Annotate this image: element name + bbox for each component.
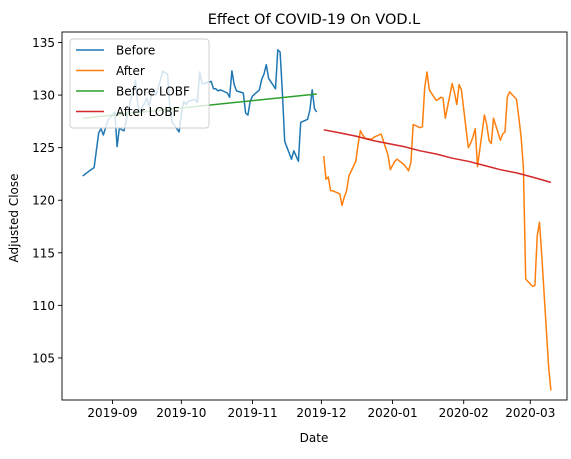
- x-tick-label-5: 2020-02: [439, 406, 489, 420]
- axis-ticks: 2019-09 2019-10 2019-11 2019-12 2020-01 2020-…: [32, 36, 555, 420]
- x-tick-label-2: 2019-11: [227, 406, 277, 420]
- legend-frame: [69, 38, 210, 129]
- legend-label-before: Before: [116, 44, 155, 58]
- legend-label-after-lobf: After LOBF: [116, 105, 180, 119]
- y-tick-label-0: 105: [32, 351, 55, 365]
- y-tick-label-2: 115: [32, 246, 55, 260]
- legend-label-before-lobf: Before LOBF: [116, 85, 190, 99]
- legend: Before After Before LOBF After LOBF: [69, 38, 210, 129]
- x-tick-label-1: 2019-10: [156, 406, 206, 420]
- x-tick-label-6: 2020-03: [505, 406, 555, 420]
- y-tick-label-5: 130: [32, 89, 55, 103]
- chart-title: Effect Of COVID-19 On VOD.L: [208, 12, 421, 28]
- x-tick-label-4: 2020-01: [367, 406, 417, 420]
- y-axis-label: Adjusted Close: [7, 173, 21, 262]
- x-axis-label: Date: [300, 431, 329, 445]
- series-line-after: [322, 71, 552, 391]
- x-tick-label-0: 2019-09: [87, 406, 137, 420]
- x-tick-label-3: 2019-12: [296, 406, 346, 420]
- y-tick-label-1: 110: [32, 299, 55, 313]
- y-tick-label-3: 120: [32, 194, 55, 208]
- legend-label-after: After: [116, 64, 145, 78]
- y-tick-label-4: 125: [32, 141, 55, 155]
- y-tick-label-6: 135: [32, 36, 55, 50]
- series-line-after-lobf: [323, 129, 552, 184]
- plot-frame: [61, 31, 568, 401]
